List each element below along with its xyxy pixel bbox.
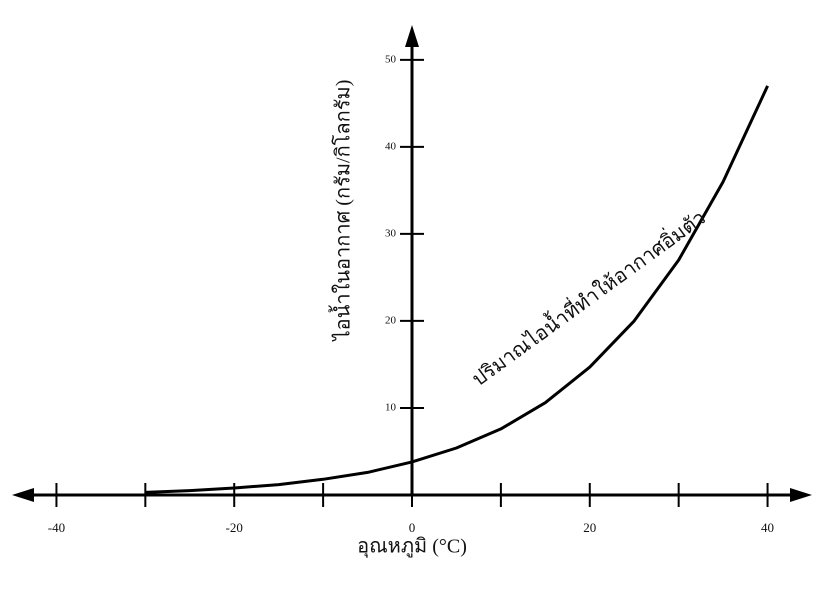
x-tick-label: -40 [48,520,65,535]
x-arrow-right [790,488,812,502]
x-tick-label: 20 [583,520,596,535]
y-tick-label: 10 [385,401,397,413]
y-tick-label: 50 [385,53,397,65]
curve [145,85,769,494]
x-tick-label: 0 [409,520,416,535]
y-tick-label: 30 [385,227,397,239]
x-axis-label: อุณหภูมิ (°C) [357,536,467,559]
y-tick-label: 40 [385,140,397,152]
x-tick-label: -20 [226,520,243,535]
y-tick-label: 20 [385,314,397,326]
y-axis-label: ไอน้ำในอากาศ (กรัม/กิโลกรัม) [329,80,355,343]
curve-annotation: ปริมาณไอน้ำที่ทำให้อากาศอิ่มตัว [466,204,710,391]
y-arrow [405,25,419,47]
x-tick-label: 40 [761,520,774,535]
x-arrow-left [12,488,34,502]
